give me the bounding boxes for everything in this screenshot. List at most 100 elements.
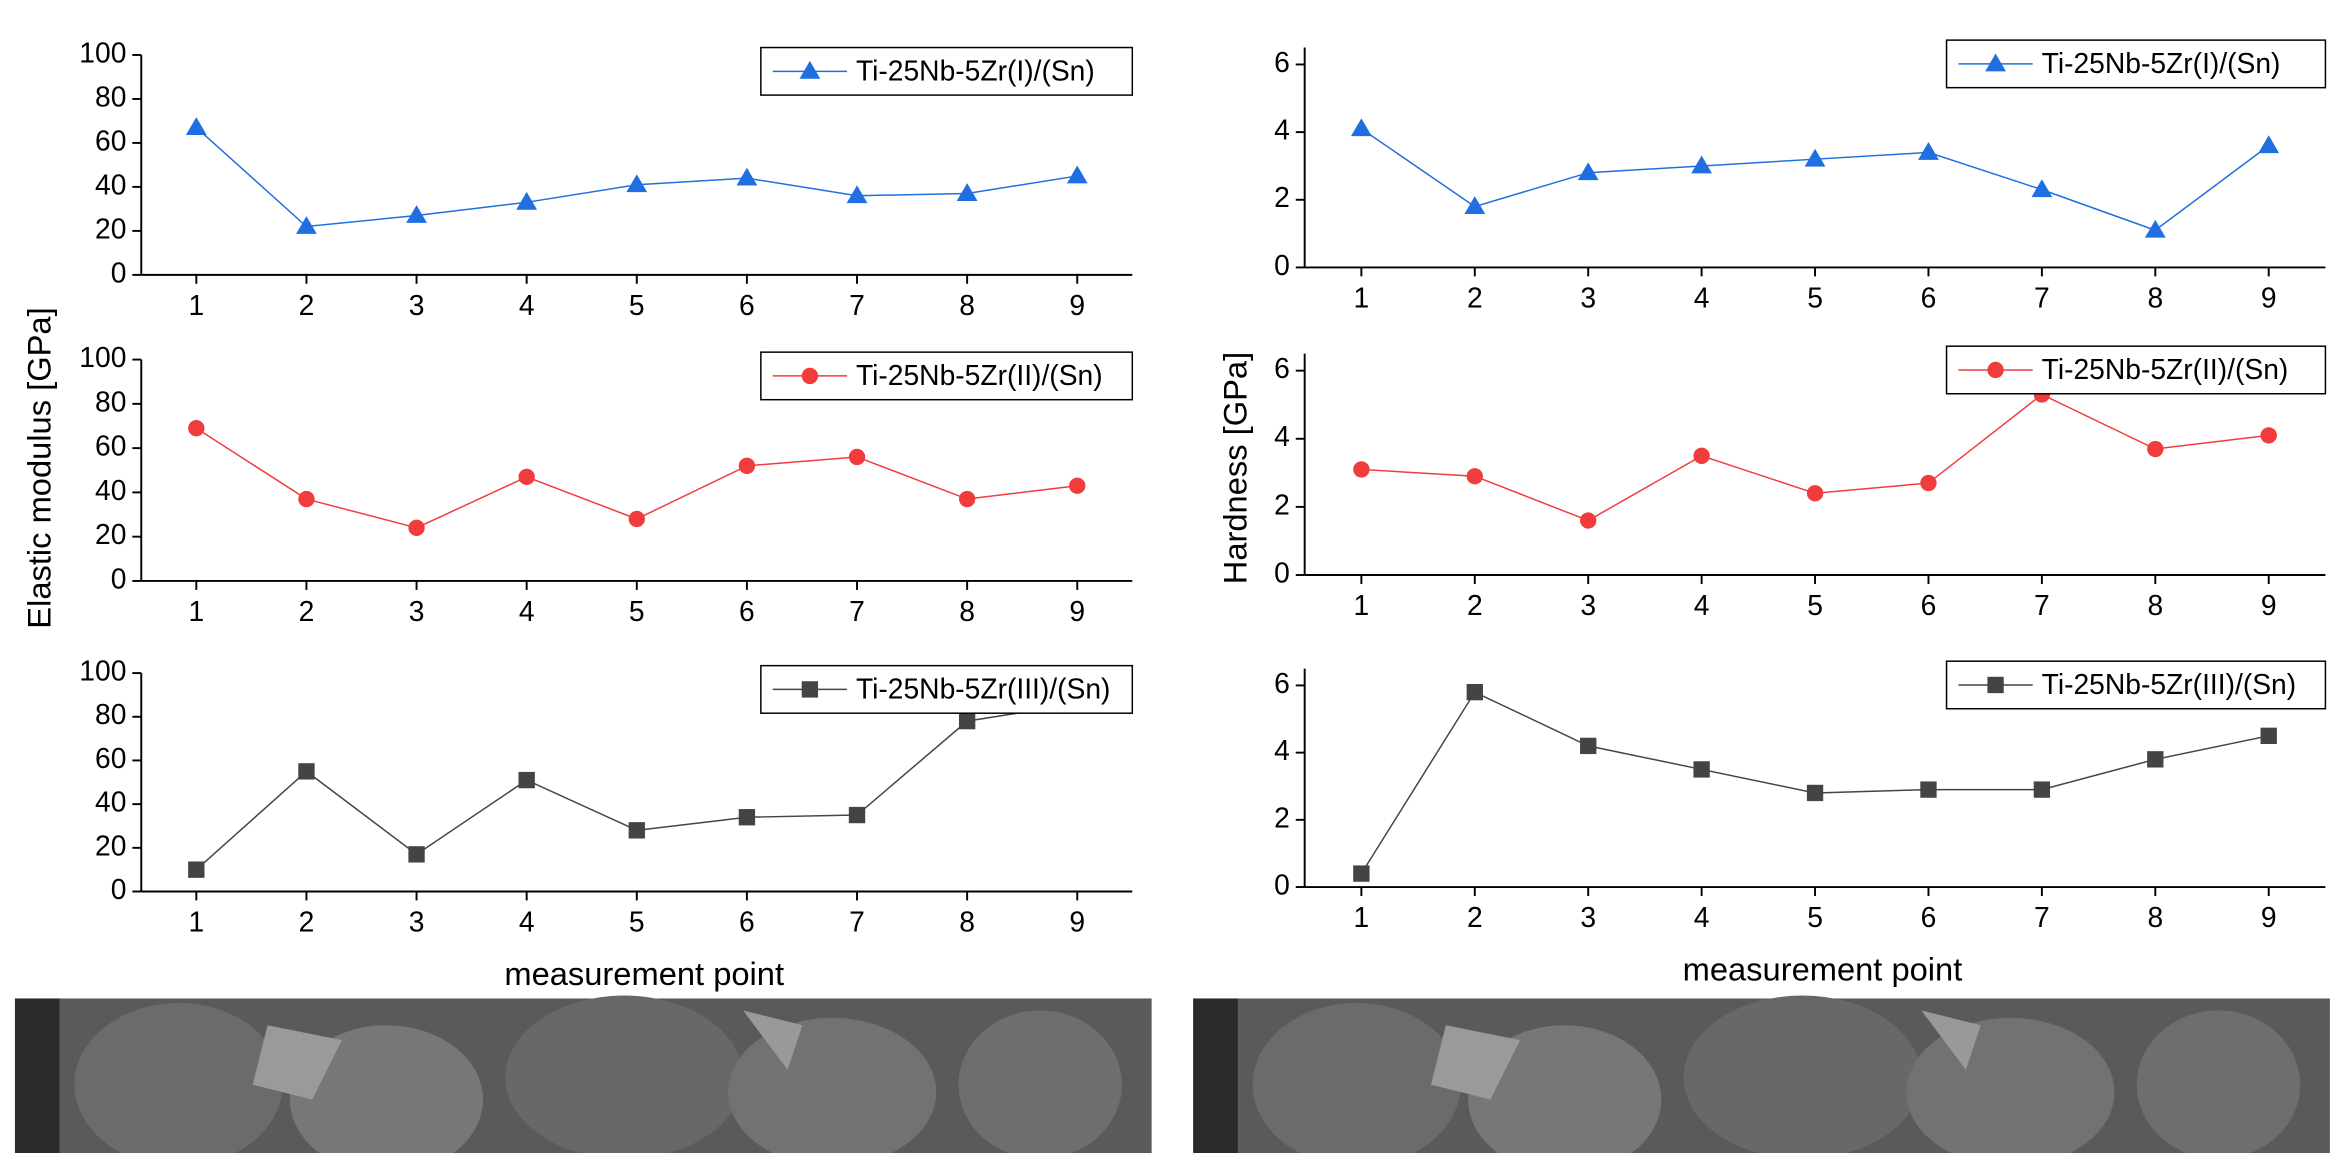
x-tick-label: 4 [519, 289, 535, 321]
y-tick-label: 0 [111, 873, 127, 905]
marker [1351, 118, 1372, 136]
x-tick-label: 7 [849, 906, 865, 938]
marker [629, 822, 645, 838]
x-tick-label: 9 [2261, 589, 2277, 621]
x-tick-label: 3 [1580, 282, 1596, 314]
marker [2261, 728, 2277, 744]
y-tick-label: 20 [95, 829, 126, 861]
marker [2147, 751, 2163, 767]
x-tick-label: 2 [299, 906, 315, 938]
marker [1467, 684, 1483, 700]
x-tick-label: 8 [2147, 589, 2163, 621]
x-tick-label: 1 [1354, 589, 1370, 621]
x-tick-label: 2 [1467, 282, 1483, 314]
x-axis-label: measurement point [504, 955, 784, 992]
figure: 020406080100123456789Ti-25Nb-5Zr(I)/(Sn)… [0, 0, 2330, 1153]
y-tick-label: 4 [1274, 420, 1290, 452]
marker [959, 491, 975, 507]
marker [739, 458, 755, 474]
marker [298, 763, 314, 779]
data-line [1361, 129, 2268, 230]
x-tick-label: 5 [629, 289, 645, 321]
y-tick-label: 20 [95, 518, 126, 550]
y-tick-label: 100 [79, 655, 126, 687]
marker [1693, 761, 1709, 777]
marker [2031, 179, 2052, 197]
y-tick-label: 6 [1274, 352, 1290, 384]
x-tick-label: 2 [1467, 589, 1483, 621]
y-tick-label: 4 [1274, 734, 1290, 766]
y-tick-label: 2 [1274, 181, 1290, 213]
x-tick-label: 4 [519, 906, 535, 938]
marker [519, 469, 535, 485]
x-tick-label: 8 [2147, 282, 2163, 314]
x-tick-label: 1 [1354, 901, 1370, 933]
sem-image-left [15, 996, 1152, 1153]
y-tick-label: 2 [1274, 801, 1290, 833]
y-tick-label: 40 [95, 474, 126, 506]
marker [1807, 485, 1823, 501]
legend-label: Ti-25Nb-5Zr(II)/(Sn) [2042, 353, 2289, 385]
marker [188, 420, 204, 436]
marker [1580, 512, 1596, 528]
x-tick-label: 8 [2147, 901, 2163, 933]
x-tick-label: 5 [629, 595, 645, 627]
marker [408, 846, 424, 862]
marker [1580, 738, 1596, 754]
x-tick-label: 8 [959, 289, 975, 321]
y-tick-label: 0 [1274, 868, 1290, 900]
marker [802, 681, 818, 697]
y-tick-label: 20 [95, 212, 126, 244]
x-tick-label: 6 [1921, 282, 1937, 314]
marker [737, 168, 758, 186]
x-tick-label: 1 [1354, 282, 1370, 314]
x-tick-label: 6 [739, 906, 755, 938]
marker [188, 861, 204, 877]
x-tick-label: 7 [2034, 589, 2050, 621]
x-tick-label: 3 [1580, 901, 1596, 933]
y-axis-label: Elastic modulus [GPa] [20, 307, 57, 628]
marker [2145, 220, 2166, 238]
x-tick-label: 9 [1069, 289, 1085, 321]
legend-label: Ti-25Nb-5Zr(II)/(Sn) [856, 359, 1103, 391]
marker [2034, 781, 2050, 797]
x-tick-label: 2 [1467, 901, 1483, 933]
y-tick-label: 4 [1274, 114, 1290, 146]
marker [1691, 156, 1712, 174]
y-tick-label: 60 [95, 124, 126, 156]
legend-label: Ti-25Nb-5Zr(III)/(Sn) [856, 672, 1111, 704]
x-tick-label: 4 [519, 595, 535, 627]
marker [519, 772, 535, 788]
x-tick-label: 8 [959, 595, 975, 627]
sem-image-right [1193, 996, 2330, 1153]
x-tick-label: 9 [1069, 906, 1085, 938]
x-tick-label: 7 [849, 595, 865, 627]
y-tick-label: 60 [95, 742, 126, 774]
marker [1069, 478, 1085, 494]
x-tick-label: 5 [1807, 901, 1823, 933]
x-tick-label: 2 [299, 595, 315, 627]
marker [1987, 362, 2003, 378]
y-tick-label: 0 [1274, 249, 1290, 281]
legend-label: Ti-25Nb-5Zr(III)/(Sn) [2042, 668, 2297, 700]
y-tick-label: 100 [79, 341, 126, 373]
y-tick-label: 0 [111, 562, 127, 594]
marker [849, 449, 865, 465]
x-tick-label: 8 [959, 906, 975, 938]
marker [2147, 441, 2163, 457]
legend-label: Ti-25Nb-5Zr(I)/(Sn) [856, 54, 1095, 86]
marker [296, 216, 317, 234]
y-tick-label: 100 [79, 36, 126, 68]
y-tick-label: 6 [1274, 667, 1290, 699]
y-tick-label: 6 [1274, 46, 1290, 78]
x-tick-label: 6 [739, 289, 755, 321]
x-tick-label: 5 [629, 906, 645, 938]
marker [1353, 865, 1369, 881]
x-axis-label: measurement point [1683, 950, 1963, 987]
y-tick-label: 0 [1274, 556, 1290, 588]
marker [1805, 149, 1826, 167]
x-tick-label: 1 [188, 595, 204, 627]
y-tick-label: 0 [111, 256, 127, 288]
y-tick-label: 40 [95, 786, 126, 818]
x-tick-label: 3 [1580, 589, 1596, 621]
